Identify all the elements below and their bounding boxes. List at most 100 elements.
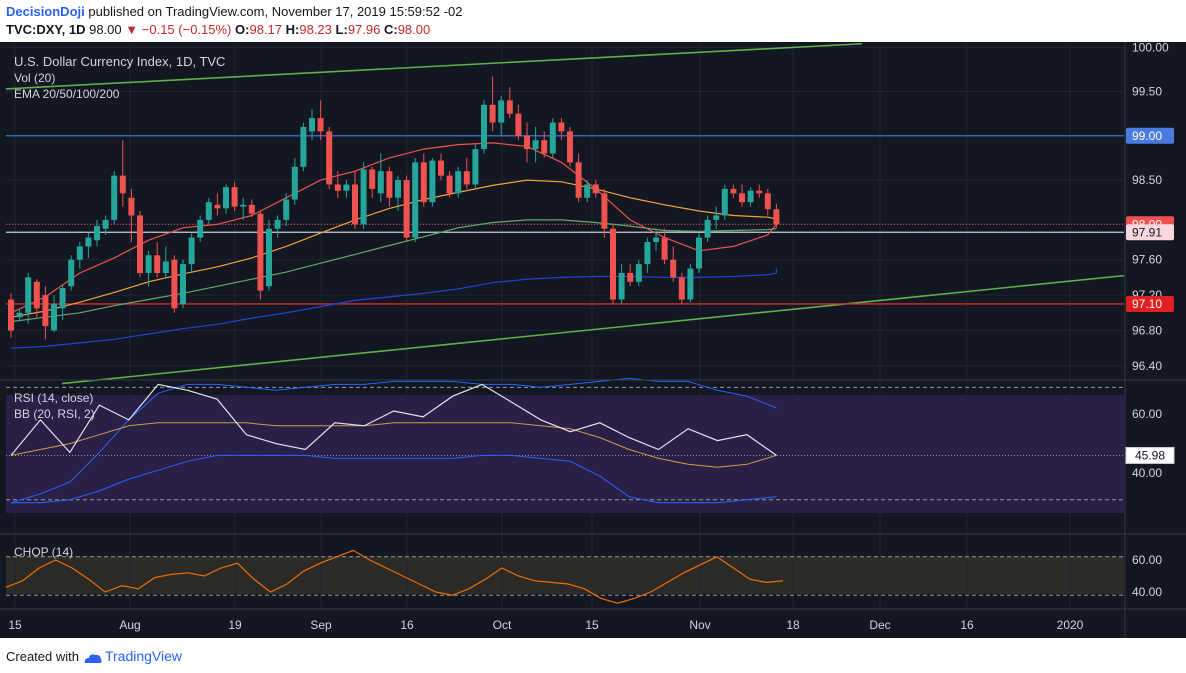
bb-basis-line: [10, 422, 777, 468]
time-axis[interactable]: 15 Aug 19 Sep 16 Oct 15 Nov 18 Dec 16 2020: [8, 618, 1083, 632]
candle-down: [661, 237, 668, 260]
price-tick-label: 97.60: [1132, 253, 1162, 267]
chop-tick-label: 40.00: [1132, 585, 1162, 599]
candle-up: [696, 237, 702, 269]
lower-trendline: [61, 274, 1125, 385]
chop-pane[interactable]: [5, 549, 1124, 604]
candle-down: [756, 190, 763, 194]
high-value: 98.23: [299, 22, 332, 37]
candle-down: [257, 213, 264, 291]
tradingview-logo-icon: [84, 653, 102, 663]
candle-up: [343, 184, 350, 191]
candle-down: [369, 169, 376, 189]
candle-down: [403, 180, 410, 238]
candle-down: [8, 299, 14, 331]
rsi-tick-label: 60.00: [1132, 407, 1162, 421]
candle-up: [377, 171, 384, 194]
candle-down: [773, 209, 780, 225]
candle-up: [549, 122, 556, 154]
rsi-tick-label: 40.00: [1132, 466, 1162, 480]
candle-down: [446, 175, 453, 194]
legend-volume[interactable]: Vol (20): [14, 71, 55, 85]
time-tick-label: Sep: [310, 618, 332, 632]
candle-down: [317, 118, 324, 132]
time-tick-label: Nov: [689, 618, 710, 632]
candle-up: [309, 118, 315, 132]
candle-down: [42, 295, 49, 327]
high-label: H:: [285, 22, 300, 37]
candle-up: [653, 237, 659, 242]
legend-ema[interactable]: EMA 20/50/100/200: [14, 87, 120, 101]
price-label-text: 99.00: [1132, 129, 1162, 143]
last-price: 98.00: [89, 22, 122, 37]
ema200-line: [10, 268, 778, 349]
price-tick-label: 100.00: [1132, 40, 1169, 54]
author-link[interactable]: DecisionDoji: [6, 4, 85, 19]
candle-up: [713, 215, 720, 220]
candle-down: [515, 113, 522, 136]
legend-chop-title[interactable]: CHOP (14): [14, 545, 73, 559]
candle-down: [506, 100, 513, 114]
main-pane[interactable]: [5, 42, 1125, 385]
low-value: 97.96: [347, 22, 381, 37]
chop-tick-label: 60.00: [1132, 553, 1162, 567]
candle-up: [162, 261, 169, 273]
candle-down: [154, 255, 161, 273]
candle-up: [25, 277, 32, 313]
candle-up: [644, 242, 651, 265]
candle-down: [627, 272, 634, 282]
candle-down: [137, 215, 143, 273]
candle-up: [635, 264, 642, 282]
candle-up: [704, 219, 711, 238]
candle-up: [266, 228, 272, 287]
candle-up: [180, 264, 186, 304]
candle-down: [33, 281, 40, 309]
rsi-value-label: 45.98: [1135, 448, 1165, 462]
candle-down: [575, 162, 582, 198]
candle-up: [721, 188, 728, 216]
legend-bb-title[interactable]: BB (20, RSI, 2): [14, 407, 95, 421]
open-label: O:: [235, 22, 250, 37]
time-tick-label: 19: [228, 618, 242, 632]
price-axis[interactable]: 100.0099.5099.0098.5098.0097.6097.2096.8…: [1125, 40, 1175, 599]
candle-down: [601, 193, 608, 229]
candle-up: [188, 237, 195, 265]
footer: Created with TradingView: [6, 648, 182, 664]
close-value: 98.00: [397, 22, 431, 37]
candle-down: [248, 204, 255, 214]
candle-down: [524, 135, 530, 150]
candle-up: [687, 268, 694, 300]
candle-up: [85, 237, 92, 247]
legend-title[interactable]: U.S. Dollar Currency Index, 1D, TVC: [14, 54, 225, 69]
price-tick-label: 96.80: [1132, 324, 1162, 338]
candle-up: [481, 104, 487, 150]
bb-lower-line: [11, 454, 777, 504]
legend-rsi-title[interactable]: RSI (14, close): [14, 391, 93, 405]
price-tick-label: 98.50: [1132, 173, 1162, 187]
candle-down: [678, 277, 685, 300]
candle-down: [119, 175, 126, 194]
time-tick-label: 15: [585, 618, 599, 632]
candle-up: [618, 272, 625, 300]
chart-background: [0, 42, 1186, 638]
candle-down: [730, 188, 737, 194]
candle-up: [532, 140, 539, 150]
candle-down: [128, 197, 135, 216]
time-tick-label: 15: [8, 618, 22, 632]
time-tick-label: Oct: [493, 618, 512, 632]
time-tick-label: 2020: [1057, 618, 1084, 632]
candle-down: [567, 131, 573, 163]
candle-up: [111, 175, 118, 220]
candle-down: [489, 104, 496, 123]
candle-down: [420, 162, 427, 203]
close-label: C:: [383, 22, 398, 37]
candle-up: [102, 219, 109, 229]
time-tick-label: Dec: [869, 618, 890, 632]
publish-text: published on TradingView.com, November 1…: [88, 4, 463, 19]
candle-up: [395, 180, 401, 198]
candle-up: [16, 312, 23, 318]
low-label: L:: [335, 22, 348, 37]
candle-up: [205, 202, 212, 220]
tradingview-link[interactable]: TradingView: [104, 648, 183, 664]
